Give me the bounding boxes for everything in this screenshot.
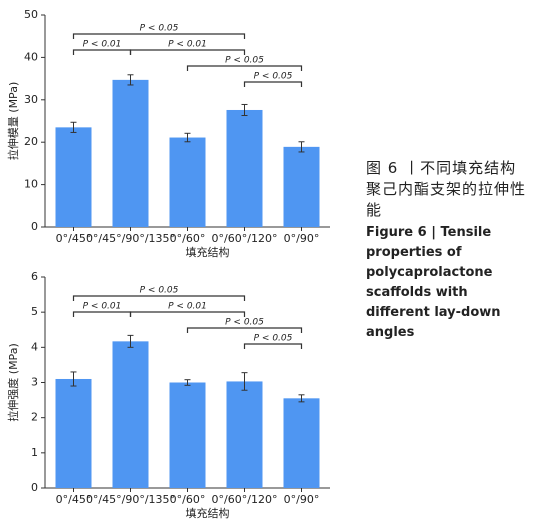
- x-tick-label: 0°/90°: [284, 493, 320, 506]
- significance-label: P < 0.01: [168, 302, 207, 312]
- significance-label: P < 0.05: [254, 72, 293, 82]
- significance-bracket: [72, 311, 132, 317]
- bar: [283, 398, 320, 488]
- y-axis-label: 拉伸模量 (MPa): [6, 82, 20, 160]
- y-tick-label: 4: [31, 340, 38, 353]
- significance-label: P < 0.01: [168, 40, 207, 50]
- x-tick-label: 0°/45°: [56, 493, 92, 506]
- significance-label: P < 0.05: [254, 334, 293, 344]
- y-tick-label: 50: [24, 8, 38, 21]
- significance-label: P < 0.05: [140, 24, 179, 34]
- x-tick-label: 0°/45°/90°/135°: [86, 493, 175, 506]
- bar: [112, 79, 149, 227]
- significance-bracket: [186, 327, 303, 333]
- bar: [55, 378, 92, 488]
- x-axis-label: 填充结构: [186, 245, 230, 259]
- y-tick-label: 40: [24, 50, 38, 63]
- y-tick-label: 5: [31, 305, 38, 318]
- significance-bracket: [72, 295, 246, 301]
- x-tick-label: 0°/60°: [170, 493, 206, 506]
- x-tick-label: 0°/60°/120°: [212, 493, 278, 506]
- significance-bracket: [186, 65, 303, 71]
- x-tick-label: 0°/90°: [284, 232, 320, 245]
- caption-en: Figure 6 | Tensile properties of polycap…: [366, 225, 501, 340]
- x-tick-label: 0°/60°/120°: [212, 232, 278, 245]
- x-axis-label: 填充结构: [186, 506, 230, 520]
- bar: [55, 127, 92, 227]
- significance-bracket: [243, 343, 303, 349]
- x-tick-label: 0°/45°/90°/135°: [86, 232, 175, 245]
- y-tick-label: 2: [31, 411, 38, 424]
- bar: [112, 341, 149, 488]
- significance-bracket: [129, 311, 246, 317]
- y-tick-label: 20: [24, 135, 38, 148]
- y-tick-label: 10: [24, 178, 38, 191]
- y-tick-label: 0: [31, 481, 38, 494]
- significance-label: P < 0.05: [225, 56, 264, 66]
- significance-label: P < 0.01: [83, 40, 122, 50]
- significance-bracket: [243, 81, 303, 87]
- x-tick-label: 0°/45°: [56, 232, 92, 245]
- significance-label: P < 0.05: [140, 286, 179, 296]
- y-axis-label: 拉伸强度 (MPa): [6, 343, 20, 421]
- bar: [283, 146, 320, 227]
- y-tick-label: 30: [24, 93, 38, 106]
- significance-bracket: [72, 33, 246, 39]
- bar: [226, 381, 263, 488]
- significance-bracket: [72, 49, 132, 55]
- y-tick-label: 3: [31, 376, 38, 389]
- bar: [226, 109, 263, 227]
- significance-label: P < 0.01: [83, 302, 122, 312]
- y-tick-label: 6: [31, 270, 38, 283]
- caption-zh: 图 6 丨不同填充结构聚己内酯支架的拉伸性能: [366, 159, 527, 219]
- y-tick-label: 0: [31, 220, 38, 233]
- significance-label: P < 0.05: [225, 318, 264, 328]
- y-tick-label: 1: [31, 446, 38, 459]
- x-tick-label: 0°/60°: [170, 232, 206, 245]
- caption: 图 6 丨不同填充结构聚己内酯支架的拉伸性能 Figure 6 | Tensil…: [366, 158, 526, 343]
- bar: [169, 382, 206, 488]
- significance-bracket: [129, 49, 246, 55]
- bar: [169, 137, 206, 227]
